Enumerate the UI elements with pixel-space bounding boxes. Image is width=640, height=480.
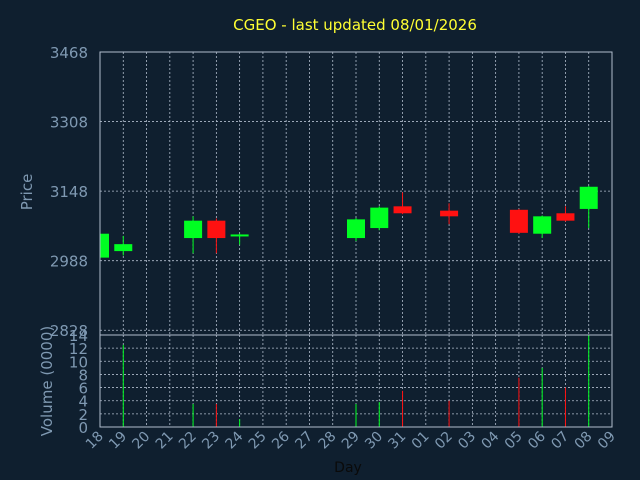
x-tick-label: 20 <box>129 429 153 453</box>
price-y-ticks: 3468 3308 3148 2988 2828 <box>50 44 88 340</box>
x-tick-label: 01 <box>409 429 433 453</box>
chart-title: CGEO - last updated 08/01/2026 <box>233 16 477 34</box>
volume-tick-label: 2 <box>78 406 88 424</box>
x-tick-label: 03 <box>455 429 479 453</box>
candle-body <box>100 233 109 258</box>
volume-tick-label: 8 <box>78 366 88 384</box>
volume-panel-frame <box>99 334 613 428</box>
x-tick-label: 07 <box>548 429 572 453</box>
candle-body <box>509 209 528 233</box>
price-axis-label: Price <box>18 174 36 211</box>
candle-body <box>230 234 249 237</box>
x-tick-label: 28 <box>316 429 340 453</box>
candle-body <box>347 219 365 239</box>
candle-body <box>184 220 203 239</box>
x-tick-label: 04 <box>479 428 503 452</box>
price-grid <box>99 51 613 335</box>
volume-tick-label: 0 <box>78 419 88 437</box>
x-tick-label: 06 <box>525 428 549 452</box>
candle-body <box>533 216 552 234</box>
candle-body <box>556 213 575 221</box>
volume-bars <box>122 335 590 427</box>
price-tick-label: 3148 <box>50 183 88 201</box>
x-tick-label: 29 <box>339 429 363 453</box>
volume-tick-label: 6 <box>78 380 88 398</box>
x-tick-label: 30 <box>362 429 386 453</box>
price-tick-label: 3468 <box>50 44 88 62</box>
x-axis-label: Day <box>334 460 362 476</box>
x-ticks: 18 19 20 21 22 23 24 25 26 27 28 29 30 31 01 02 03 04 05 06… <box>83 428 619 452</box>
price-tick-label: 3308 <box>50 114 88 132</box>
x-tick-label: 22 <box>176 429 200 453</box>
price-tick-label: 2988 <box>50 253 88 271</box>
x-tick-label: 27 <box>292 429 316 453</box>
x-tick-label: 02 <box>432 429 456 453</box>
volume-tick-label: 10 <box>69 353 88 371</box>
x-tick-label: 09 <box>595 429 619 453</box>
volume-axis-label: Volume (0000) <box>38 326 56 436</box>
x-tick-label: 05 <box>502 429 526 453</box>
x-tick-label: 21 <box>153 429 177 453</box>
candle-body <box>440 210 459 217</box>
candle-body <box>393 206 412 214</box>
candle-body <box>579 186 598 209</box>
x-tick-label: 19 <box>106 429 130 453</box>
candle-body <box>207 220 226 239</box>
x-tick-label: 08 <box>572 429 596 453</box>
x-tick-label: 31 <box>385 429 409 453</box>
x-tick-label: 25 <box>246 429 270 453</box>
candles <box>99 185 598 258</box>
candle-body <box>370 207 389 229</box>
x-tick-label: 23 <box>199 429 223 453</box>
candle-body <box>114 244 133 252</box>
x-tick-label: 24 <box>223 428 247 452</box>
x-tick-label: 26 <box>269 428 293 452</box>
volume-tick-label: 4 <box>78 393 88 411</box>
price-tick-label: 2828 <box>50 322 88 340</box>
volume-tick-label: 12 <box>69 340 88 358</box>
volume-tick-label: 14 <box>69 327 88 345</box>
